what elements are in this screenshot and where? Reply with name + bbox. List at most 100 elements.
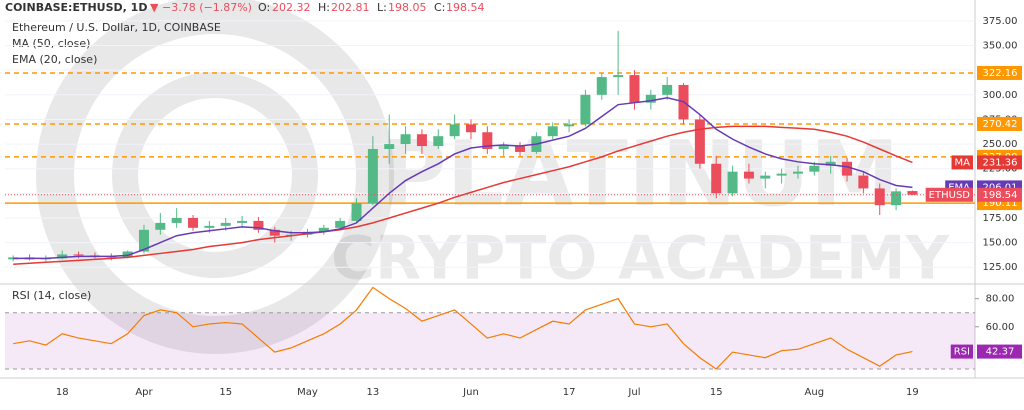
tag-name-box <box>951 155 973 170</box>
candle-body <box>547 126 558 137</box>
candle-body <box>694 119 705 164</box>
tag-box <box>977 344 1022 359</box>
rsi-tag: 42.37 <box>986 347 1015 358</box>
candle-body <box>367 149 378 204</box>
open-label: O: <box>258 1 270 14</box>
candle-body <box>138 229 149 252</box>
x-tick-label: Apr <box>135 387 153 398</box>
candle-body <box>858 175 869 189</box>
candle-body <box>907 191 918 195</box>
candle-body <box>891 191 902 206</box>
header: COINBASE:ETHUSD, 1D ▼ −3.78 (−1.87%) O: … <box>5 1 485 14</box>
candle-body <box>416 134 427 147</box>
candle-body <box>57 254 68 259</box>
rsi-band <box>5 312 975 369</box>
close-label: C: <box>434 1 445 14</box>
candle-body <box>564 124 575 127</box>
open: 202.32 <box>272 1 311 14</box>
logo-inner <box>112 72 318 278</box>
y-tick-label: 375.00 <box>983 16 1018 27</box>
candle-body <box>842 161 853 176</box>
tag-name-box <box>925 187 973 202</box>
candle-body <box>204 225 215 228</box>
high: 202.81 <box>331 1 370 14</box>
y-tick-label: 250.00 <box>983 139 1018 150</box>
y-tick-label: 60.00 <box>986 322 1015 333</box>
candle-body <box>874 188 885 206</box>
x-tick-label: Jul <box>627 387 640 398</box>
x-tick-label: May <box>297 387 318 398</box>
watermark-line1: PLATINUM <box>381 122 900 227</box>
symbol: COINBASE:ETHUSD, 1D <box>5 1 147 14</box>
tag-name: ETHUSD <box>929 190 971 201</box>
y-tick-label: 175.00 <box>983 213 1018 224</box>
candle-body <box>384 144 395 149</box>
x-tick-label: 17 <box>563 387 576 398</box>
x-tick-label: Aug <box>805 387 825 398</box>
candle-body <box>662 84 673 95</box>
legend-entry: MA (50, close) <box>12 37 90 50</box>
candle-body <box>645 94 656 103</box>
x-tick-label: 15 <box>710 387 723 398</box>
tag-box <box>977 155 1022 170</box>
level-label: 322.16 <box>983 68 1018 79</box>
candle-body <box>122 251 133 258</box>
rsi-title: RSI (14, close) <box>12 289 91 302</box>
level-label: 270.42 <box>983 119 1018 130</box>
candle-body <box>8 257 19 260</box>
tag-name: MA <box>955 157 971 168</box>
rsi-line <box>13 286 913 370</box>
value-tag: 231.36 <box>983 157 1018 168</box>
candle-body <box>253 220 264 230</box>
close: 198.54 <box>446 1 485 14</box>
tag-name: RSI <box>954 347 970 358</box>
x-tick-label: 19 <box>906 387 919 398</box>
candle-body <box>351 203 362 221</box>
chart-title: Ethereum / U.S. Dollar, 1D, COINBASE <box>12 21 221 34</box>
candle-body <box>760 175 771 179</box>
candle-body <box>629 75 640 103</box>
indicator-line <box>13 125 913 266</box>
level-tag-box <box>977 116 1022 131</box>
y-tick-label: 150.00 <box>983 238 1018 249</box>
candle-body <box>188 217 199 228</box>
tag-box <box>977 187 1022 202</box>
y-tick-label: 350.00 <box>983 41 1018 52</box>
indicator-line <box>13 96 913 260</box>
change: −3.78 (−1.87%) <box>162 1 252 14</box>
candle-body <box>825 161 836 166</box>
candle-body <box>809 165 820 172</box>
candle-body <box>498 146 509 149</box>
x-tick-label: 15 <box>219 387 232 398</box>
candle-body <box>711 163 722 194</box>
candle-body <box>580 94 591 125</box>
x-tick-label: Jun <box>462 387 479 398</box>
level-tag-box <box>977 65 1022 80</box>
y-tick-label: 80.00 <box>986 294 1015 305</box>
candle-body <box>171 217 182 223</box>
y-tick-label: 300.00 <box>983 90 1018 101</box>
candle-body <box>269 229 280 236</box>
candle-body <box>155 222 166 230</box>
level-label: 190.11 <box>983 198 1018 209</box>
candle-body <box>613 75 624 78</box>
tag-name-box <box>950 344 973 359</box>
watermark-line2: CRYPTO ACADEMY <box>331 224 951 294</box>
candle-body <box>743 171 754 179</box>
high-label: H: <box>318 1 330 14</box>
low: 198.05 <box>388 1 427 14</box>
change-arrow: ▼ <box>150 1 159 14</box>
candle-body <box>220 222 231 226</box>
candle-body <box>237 220 248 223</box>
low-label: L: <box>377 1 387 14</box>
candle-body <box>515 146 526 152</box>
candle-body <box>465 124 476 133</box>
candle-body <box>433 136 444 147</box>
x-tick-label: 13 <box>367 387 380 398</box>
candle-body <box>727 171 738 194</box>
candle-body <box>73 254 84 256</box>
candle-body <box>449 124 460 137</box>
candle-body <box>482 132 493 149</box>
candle-body <box>776 173 787 176</box>
candle-body <box>400 134 411 145</box>
